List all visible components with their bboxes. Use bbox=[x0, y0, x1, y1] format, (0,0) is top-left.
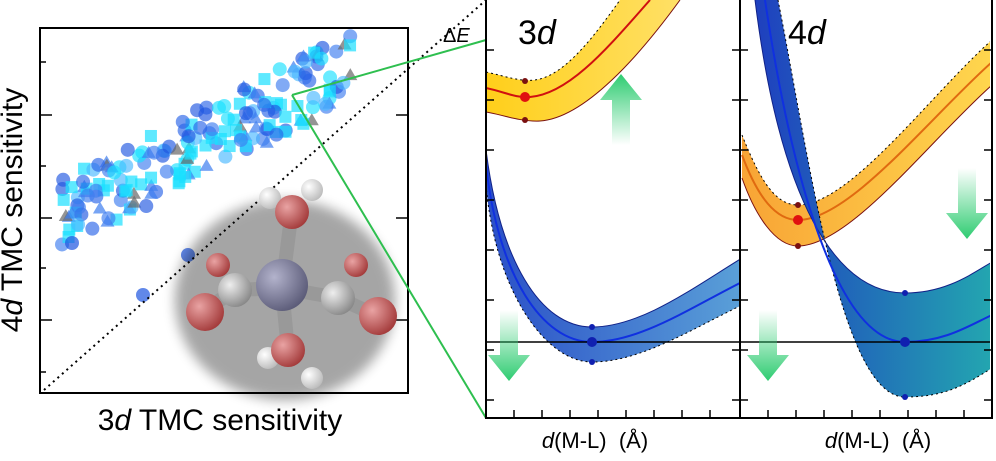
point bbox=[147, 145, 162, 160]
point bbox=[139, 199, 154, 214]
point bbox=[172, 177, 185, 190]
point bbox=[323, 85, 336, 98]
point bbox=[238, 106, 253, 121]
point bbox=[249, 120, 264, 133]
point bbox=[65, 181, 78, 194]
point bbox=[76, 174, 91, 189]
energy-label: ΔE bbox=[443, 25, 470, 47]
x-axis-label: 3d TMC sensitivity bbox=[98, 404, 343, 437]
point bbox=[287, 64, 302, 79]
point bbox=[257, 97, 272, 112]
point bbox=[259, 135, 274, 148]
point bbox=[258, 73, 271, 86]
point bbox=[64, 206, 79, 219]
point bbox=[248, 111, 263, 124]
point bbox=[91, 157, 106, 172]
frame-4d bbox=[739, 0, 993, 419]
point bbox=[272, 62, 287, 77]
point bbox=[223, 140, 236, 153]
point bbox=[275, 78, 290, 93]
point bbox=[175, 114, 190, 129]
point bbox=[144, 178, 159, 191]
point bbox=[127, 195, 142, 208]
point bbox=[125, 175, 138, 188]
point bbox=[211, 100, 226, 115]
panel-title: 3d bbox=[518, 14, 557, 52]
point bbox=[65, 236, 79, 250]
point bbox=[263, 119, 276, 132]
point bbox=[107, 165, 122, 180]
point bbox=[85, 221, 100, 236]
left-frame bbox=[39, 27, 409, 394]
point bbox=[306, 90, 321, 105]
point bbox=[318, 96, 333, 111]
point bbox=[120, 142, 135, 157]
point bbox=[279, 110, 292, 123]
point bbox=[269, 127, 284, 142]
point bbox=[302, 73, 317, 88]
point bbox=[145, 171, 158, 184]
point bbox=[184, 147, 197, 160]
panel-3d bbox=[486, 0, 740, 381]
point bbox=[119, 158, 134, 173]
point bbox=[119, 185, 132, 198]
point bbox=[101, 211, 116, 226]
point bbox=[159, 164, 174, 179]
point bbox=[314, 51, 329, 66]
point bbox=[267, 104, 282, 119]
point bbox=[237, 82, 252, 97]
point bbox=[199, 139, 212, 152]
point bbox=[233, 97, 246, 110]
point bbox=[71, 200, 86, 215]
point bbox=[101, 179, 114, 192]
point bbox=[71, 217, 86, 232]
y-axis-label: 4d TMC sensitivity bbox=[0, 88, 29, 333]
x-axis-label: d(M-L) (Å) bbox=[825, 428, 931, 453]
point bbox=[88, 183, 103, 198]
point bbox=[181, 129, 196, 144]
point bbox=[247, 86, 262, 99]
point bbox=[205, 122, 220, 137]
point bbox=[296, 49, 311, 62]
zoom-line bbox=[291, 39, 487, 96]
point bbox=[162, 139, 177, 154]
point bbox=[135, 178, 148, 191]
point bbox=[63, 223, 76, 236]
point bbox=[144, 186, 159, 199]
left-ticks bbox=[40, 61, 408, 373]
zoom-line bbox=[291, 94, 487, 419]
molecule bbox=[175, 179, 397, 400]
point bbox=[227, 113, 240, 126]
point bbox=[57, 193, 70, 206]
point bbox=[170, 142, 185, 155]
point bbox=[136, 288, 150, 302]
point bbox=[199, 158, 214, 171]
panel-title: 4d bbox=[788, 14, 827, 52]
point bbox=[144, 129, 157, 142]
point bbox=[92, 201, 107, 214]
scatter-points bbox=[55, 29, 358, 302]
x-axis-label: d(M-L) (Å) bbox=[542, 428, 648, 453]
panel-4d bbox=[740, 0, 990, 400]
point bbox=[190, 103, 205, 118]
point bbox=[344, 39, 357, 52]
point bbox=[193, 120, 208, 135]
panel-ticks bbox=[486, 49, 992, 418]
point bbox=[218, 149, 233, 164]
point bbox=[173, 167, 186, 180]
point bbox=[233, 132, 248, 147]
